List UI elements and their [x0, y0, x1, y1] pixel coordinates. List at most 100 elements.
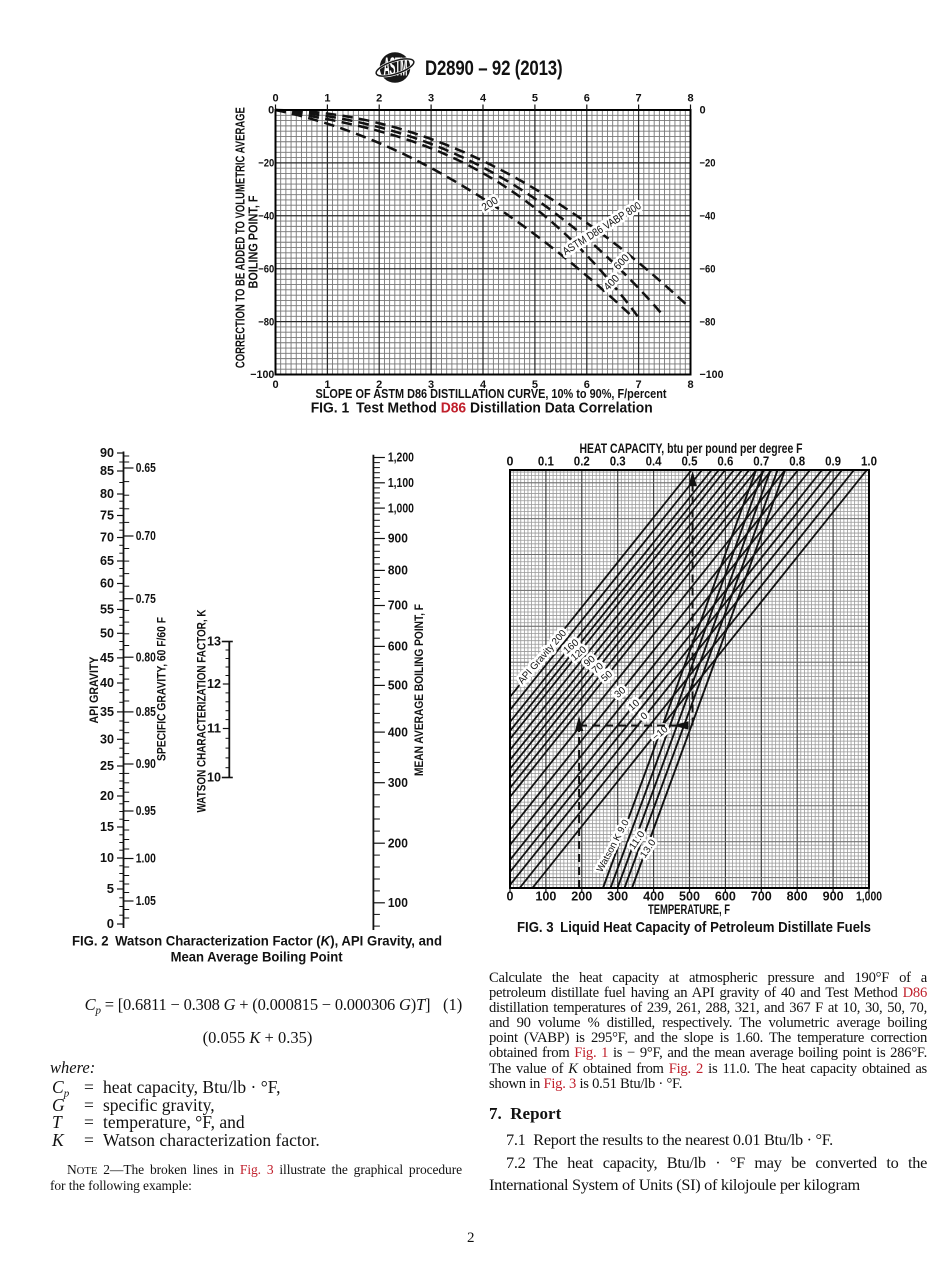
svg-text:20: 20 — [100, 788, 114, 803]
svg-text:6: 6 — [584, 379, 590, 391]
svg-text:5: 5 — [532, 93, 538, 105]
svg-text:15: 15 — [100, 819, 114, 834]
svg-text:1,200: 1,200 — [388, 450, 414, 465]
svg-text:FIG. 3 Liquid Heat Capacity of: FIG. 3 Liquid Heat Capacity of Petroleum… — [517, 919, 871, 936]
svg-text:900: 900 — [823, 890, 844, 904]
svg-text:30: 30 — [100, 732, 114, 747]
svg-text:90: 90 — [100, 445, 114, 460]
svg-text:0.5: 0.5 — [682, 455, 698, 469]
svg-text:55: 55 — [100, 602, 114, 617]
svg-text:MEAN AVERAGE BOILING POINT, F: MEAN AVERAGE BOILING POINT, F — [412, 604, 426, 776]
svg-text:500: 500 — [388, 678, 408, 693]
svg-text:0.3: 0.3 — [610, 455, 626, 469]
svg-text:0: 0 — [507, 455, 514, 469]
svg-text:0: 0 — [272, 379, 278, 391]
svg-text:70: 70 — [100, 530, 114, 545]
svg-text:1: 1 — [324, 379, 330, 391]
svg-text:0: 0 — [107, 916, 114, 931]
svg-text:0.90: 0.90 — [136, 756, 156, 771]
svg-text:−100: −100 — [250, 369, 274, 381]
svg-text:0: 0 — [507, 890, 514, 904]
svg-text:1: 1 — [324, 93, 330, 105]
svg-text:25: 25 — [100, 758, 114, 773]
svg-text:0: 0 — [700, 105, 706, 117]
svg-text:API GRAVITY: API GRAVITY — [87, 657, 101, 724]
svg-text:5: 5 — [532, 379, 538, 391]
svg-text:0: 0 — [268, 105, 274, 117]
svg-text:200: 200 — [571, 890, 592, 904]
svg-text:65: 65 — [100, 553, 114, 568]
svg-text:0.75: 0.75 — [136, 591, 156, 606]
svg-text:80: 80 — [100, 486, 114, 501]
svg-text:0.6: 0.6 — [717, 455, 733, 469]
svg-text:2: 2 — [376, 379, 382, 391]
svg-text:800: 800 — [787, 890, 808, 904]
svg-text:1,000: 1,000 — [388, 500, 414, 515]
svg-text:400: 400 — [643, 890, 664, 904]
svg-text:SPECIFIC GRAVITY, 60 F/60 F: SPECIFIC GRAVITY, 60 F/60 F — [155, 617, 169, 761]
svg-text:60: 60 — [100, 576, 114, 591]
svg-text:12: 12 — [207, 676, 221, 691]
svg-text:0.7: 0.7 — [753, 455, 769, 469]
svg-text:500: 500 — [679, 890, 700, 904]
svg-text:0.65: 0.65 — [136, 460, 156, 475]
svg-text:0.70: 0.70 — [136, 528, 156, 543]
svg-text:1.0: 1.0 — [861, 455, 877, 469]
svg-text:1,100: 1,100 — [388, 475, 414, 490]
svg-text:3: 3 — [428, 93, 434, 105]
svg-text:0.4: 0.4 — [646, 455, 662, 469]
svg-text:600: 600 — [388, 639, 408, 654]
svg-text:BOILING POINT, F: BOILING POINT, F — [246, 195, 260, 288]
svg-text:−40: −40 — [700, 211, 716, 223]
svg-text:0.2: 0.2 — [574, 455, 590, 469]
svg-text:3: 3 — [428, 379, 434, 391]
svg-text:1.00: 1.00 — [136, 851, 156, 866]
svg-text:−20: −20 — [700, 158, 716, 170]
svg-text:900: 900 — [388, 531, 408, 546]
svg-text:0.8: 0.8 — [789, 455, 805, 469]
svg-text:0.80: 0.80 — [136, 649, 156, 664]
svg-text:200: 200 — [388, 835, 408, 850]
svg-text:4: 4 — [480, 93, 487, 105]
svg-text:0.95: 0.95 — [136, 803, 156, 818]
svg-text:0.9: 0.9 — [825, 455, 841, 469]
svg-text:100: 100 — [535, 890, 556, 904]
svg-text:700: 700 — [388, 598, 408, 613]
svg-text:4: 4 — [480, 379, 487, 391]
svg-text:−40: −40 — [258, 211, 274, 223]
svg-text:WATSON CHARACTERIZATION FACTOR: WATSON CHARACTERIZATION FACTOR, K — [195, 609, 209, 812]
svg-text:ASTM: ASTM — [383, 53, 406, 82]
svg-text:0: 0 — [272, 93, 278, 105]
svg-text:8: 8 — [687, 379, 693, 391]
svg-text:0.85: 0.85 — [136, 704, 156, 719]
svg-text:700: 700 — [751, 890, 772, 904]
svg-text:800: 800 — [388, 563, 408, 578]
svg-text:8: 8 — [687, 93, 693, 105]
svg-text:40: 40 — [100, 675, 114, 690]
svg-text:−80: −80 — [700, 316, 716, 328]
svg-text:400: 400 — [388, 724, 408, 739]
svg-text:85: 85 — [100, 463, 114, 478]
svg-text:−60: −60 — [258, 263, 274, 275]
svg-text:1.05: 1.05 — [136, 893, 156, 908]
svg-text:−20: −20 — [258, 158, 274, 170]
svg-text:10: 10 — [100, 850, 114, 865]
svg-text:SLOPE OF ASTM D86 DISTILLATION: SLOPE OF ASTM D86 DISTILLATION CURVE, 10… — [316, 386, 668, 401]
svg-text:−80: −80 — [258, 316, 274, 328]
svg-text:600: 600 — [715, 890, 736, 904]
svg-text:6: 6 — [584, 93, 590, 105]
svg-text:50: 50 — [100, 626, 114, 641]
svg-text:2: 2 — [376, 93, 382, 105]
svg-text:1,000: 1,000 — [856, 890, 882, 904]
svg-text:45: 45 — [100, 650, 114, 665]
svg-text:300: 300 — [388, 775, 408, 790]
svg-text:75: 75 — [100, 508, 114, 523]
svg-text:HEAT CAPACITY, btu per pound p: HEAT CAPACITY, btu per pound per degree … — [580, 441, 803, 456]
svg-text:−100: −100 — [700, 369, 724, 381]
svg-text:35: 35 — [100, 704, 114, 719]
svg-text:5: 5 — [107, 881, 114, 896]
svg-text:FIG. 1 Test Method D86 Distill: FIG. 1 Test Method D86 Distillation Data… — [311, 401, 653, 417]
svg-text:7: 7 — [636, 93, 642, 105]
svg-text:7: 7 — [636, 379, 642, 391]
svg-text:10: 10 — [207, 770, 221, 785]
